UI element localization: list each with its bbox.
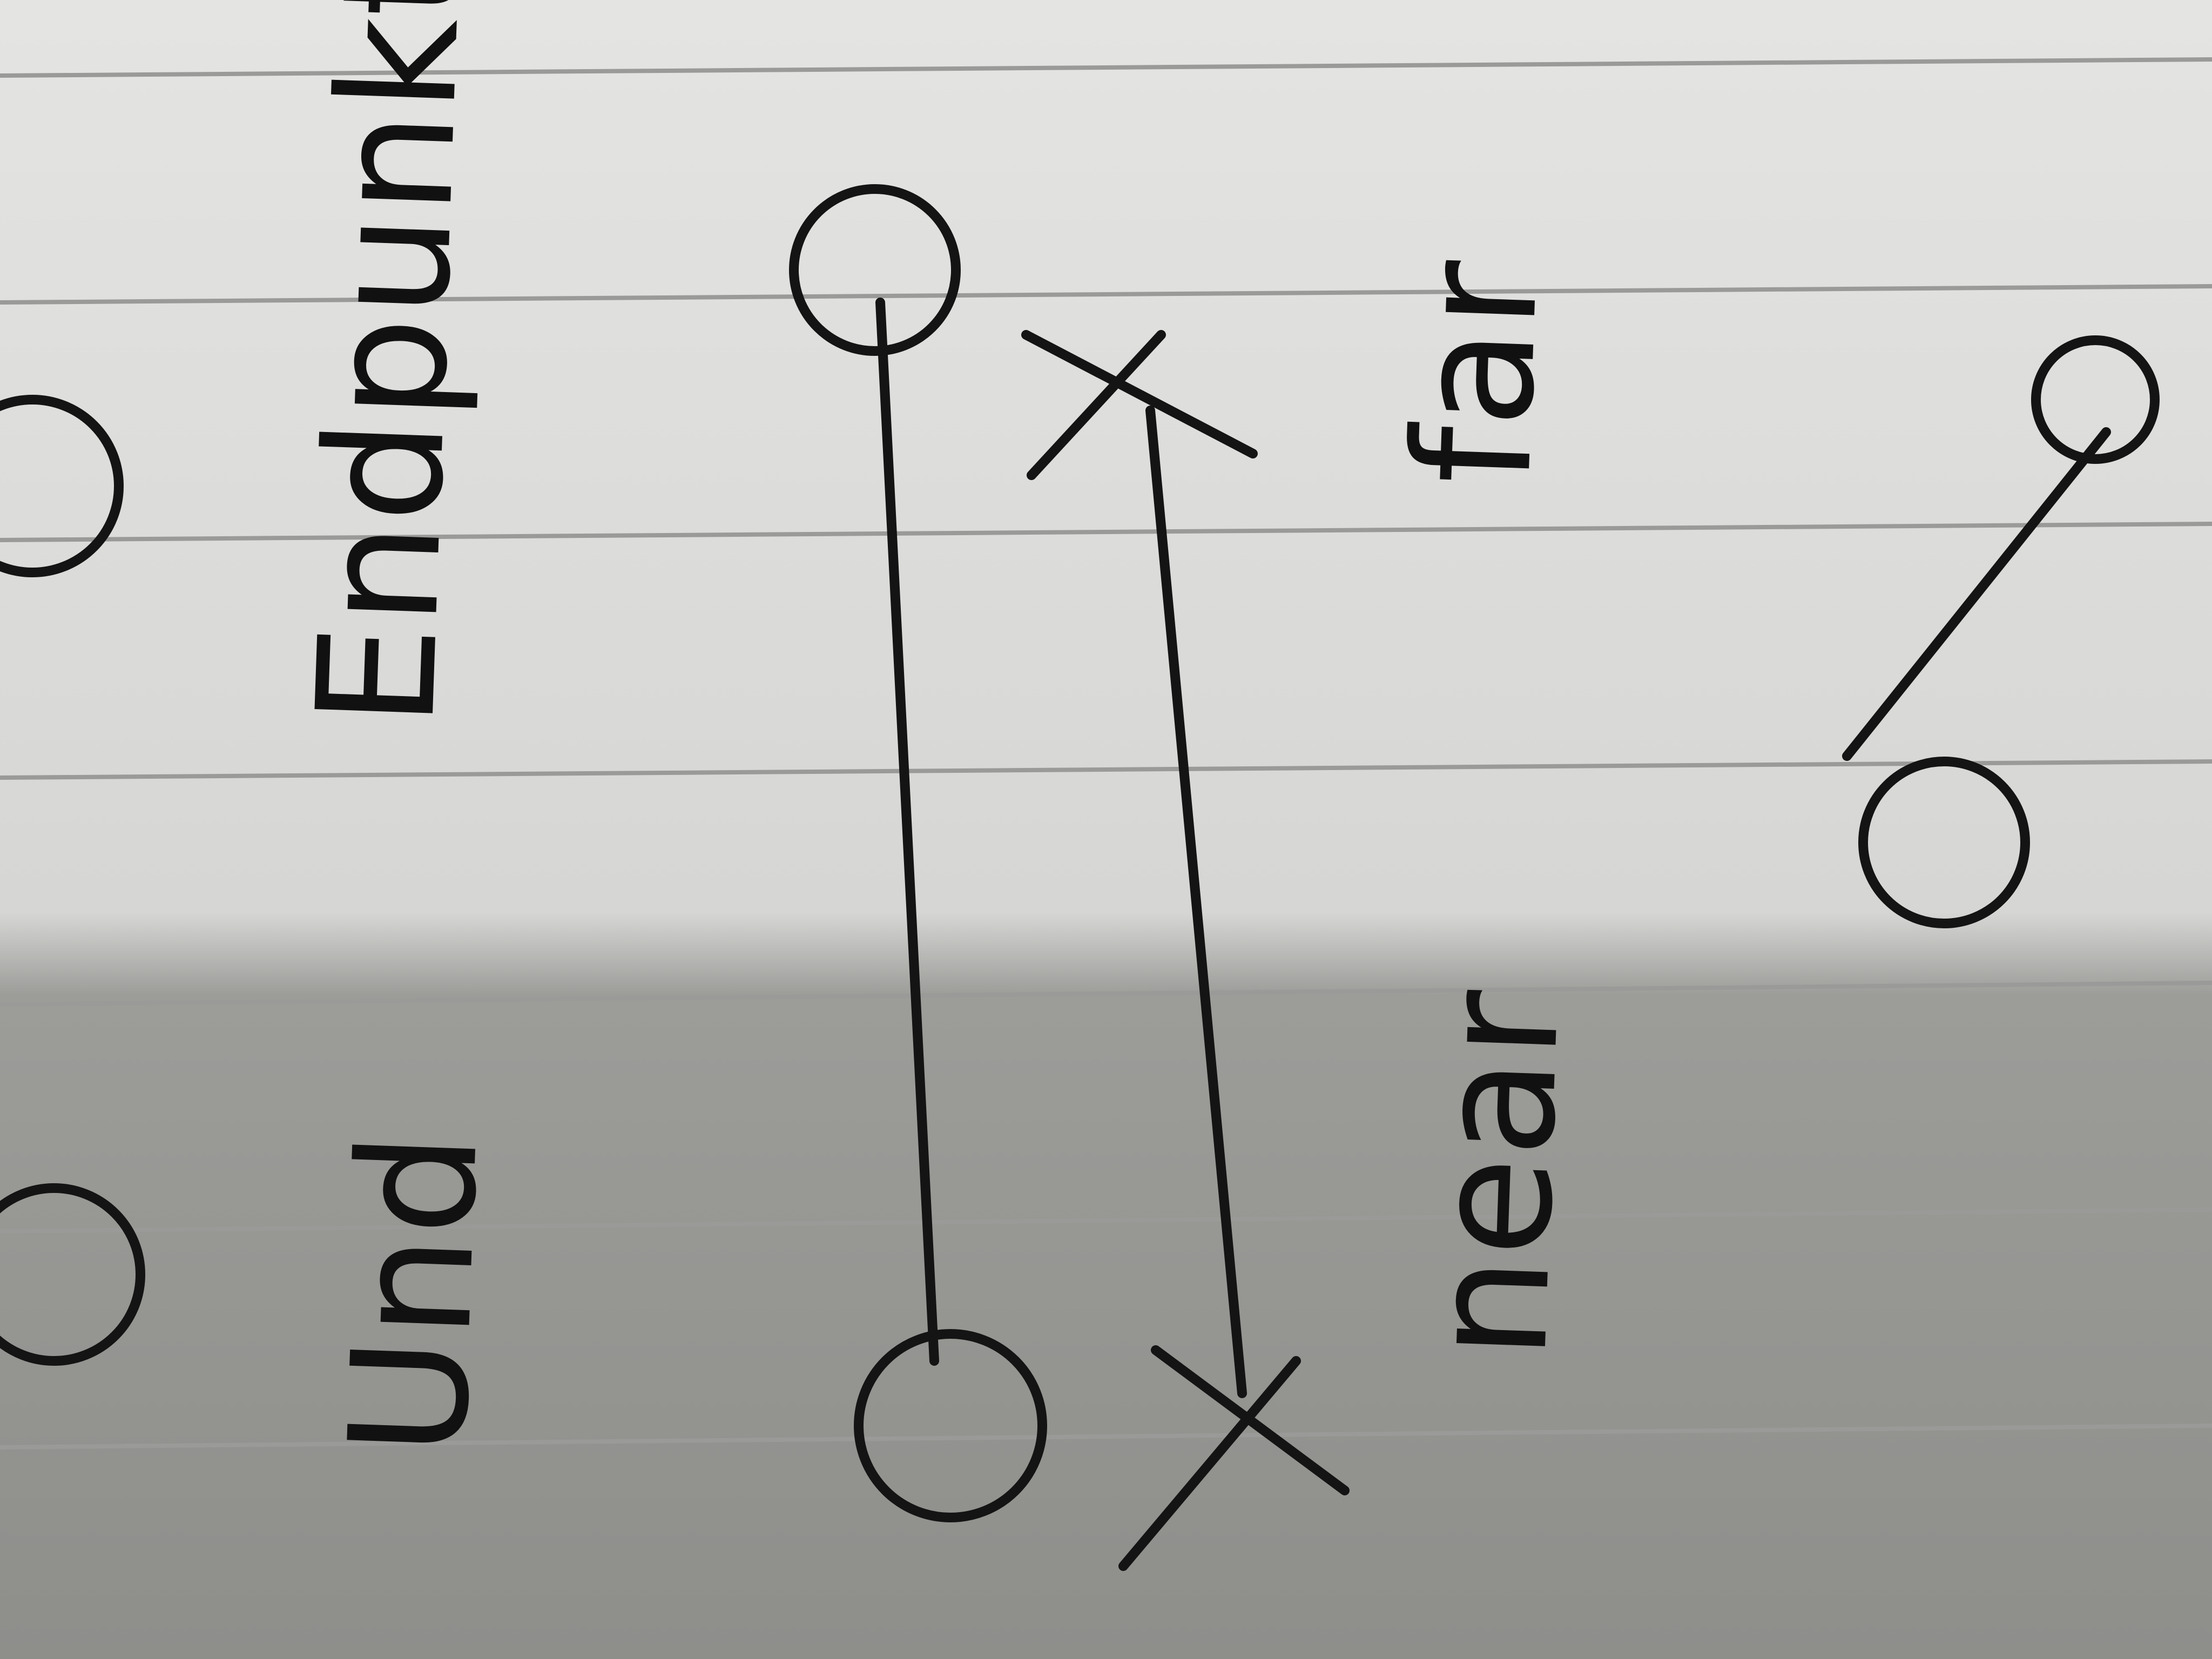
segment-right: [1145, 406, 1247, 1398]
ruled-lines: [0, 57, 2212, 1449]
drawing: [0, 184, 2160, 1571]
label-endpunkt: Endpunkt: [282, 0, 497, 730]
cross-top-b: [1027, 330, 1166, 480]
circle-right-top: [2031, 335, 2160, 464]
cross-bottom-b: [1118, 1356, 1301, 1571]
label-far: far: [1378, 257, 1574, 488]
handwriting: Und Endpunkt near far: [282, 0, 1596, 1459]
label-near: near: [1394, 986, 1596, 1363]
circle-bottom: [854, 1329, 1047, 1522]
circle-top: [789, 184, 961, 356]
label-und: Und: [314, 1129, 514, 1460]
circle-left-edge-2: [0, 395, 124, 577]
circle-left-edge: [0, 1183, 145, 1366]
circle-right: [1858, 757, 2030, 928]
edge-right: [1842, 427, 2111, 761]
segment-left: [875, 298, 939, 1366]
cross-top-a: [1021, 330, 1258, 458]
